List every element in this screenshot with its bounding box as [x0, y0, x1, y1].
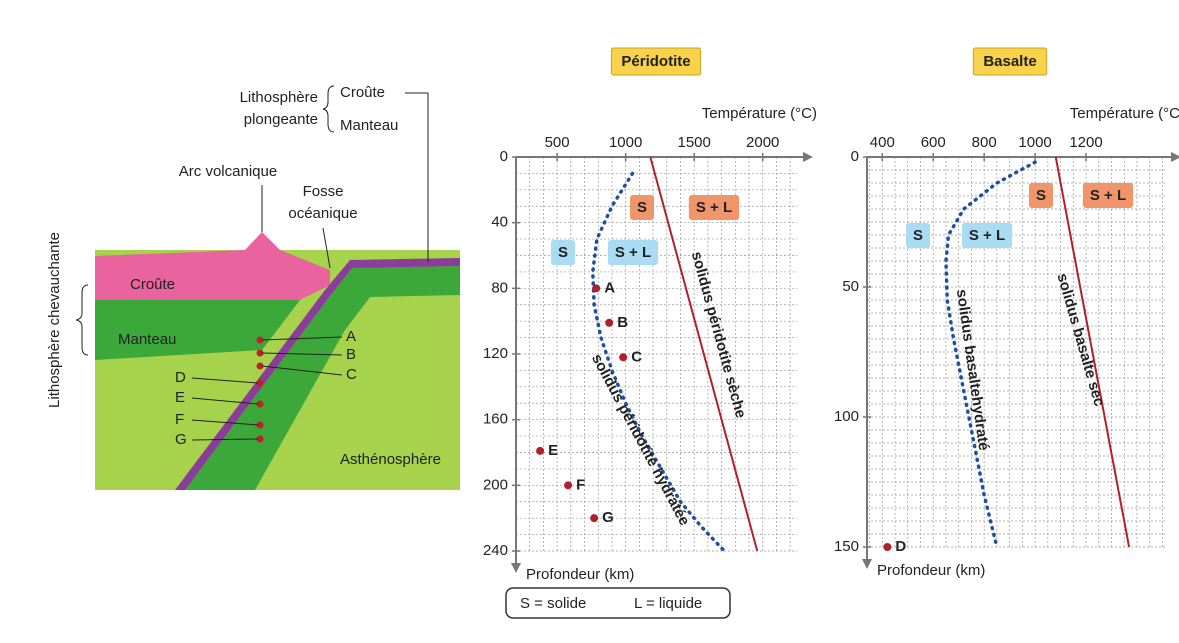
data-point — [883, 543, 891, 551]
data-point — [605, 319, 613, 327]
point-label: G — [602, 509, 614, 526]
data-point — [619, 353, 627, 361]
point-label: F — [175, 411, 184, 428]
diagram-label: Arc volcanique — [179, 163, 277, 180]
x-tick-label: 400 — [870, 134, 895, 151]
layer-label: Croûte — [130, 276, 175, 293]
y-tick-label: 150 — [834, 538, 859, 555]
diagram-label: Lithosphère chevauchante — [46, 232, 63, 408]
x-tick-label: 1000 — [1018, 134, 1051, 151]
point-label: A — [604, 279, 615, 296]
y-tick-label: 100 — [834, 408, 859, 425]
region-label: S + L — [1090, 187, 1126, 204]
y-tick-label: 200 — [483, 476, 508, 493]
diagram-label: océanique — [288, 205, 357, 222]
diagram-label: Lithosphère — [240, 89, 318, 106]
layer-label: Asthénosphère — [340, 451, 441, 468]
y-tick-label: 240 — [483, 542, 508, 559]
data-point — [564, 481, 572, 489]
x-tick-label: 1500 — [678, 134, 711, 151]
key-text: L = liquide — [634, 595, 702, 612]
x-tick-label: 1200 — [1069, 134, 1102, 151]
chart-title: Basalte — [983, 53, 1036, 70]
point-label: D — [175, 369, 186, 386]
figure: Croûte Manteau Asthénosphère A B C D E F… — [0, 0, 1179, 643]
point-label: C — [631, 348, 642, 365]
point-label: E — [548, 442, 558, 459]
point-label: B — [617, 314, 628, 331]
point-label: E — [175, 389, 185, 406]
point-label: B — [346, 346, 356, 363]
region-label: S — [558, 244, 568, 261]
layer-label: Manteau — [118, 331, 176, 348]
y-tick-label: 40 — [491, 214, 508, 231]
y-tick-label: 80 — [491, 279, 508, 296]
point-label: C — [346, 366, 357, 383]
y-tick-label: 160 — [483, 411, 508, 428]
point-label: D — [895, 538, 906, 555]
point-label: A — [346, 328, 356, 345]
y-tick-label: 0 — [500, 148, 508, 165]
diagram-label: plongeante — [244, 111, 318, 128]
region-label: S + L — [615, 244, 651, 261]
y-tick-label: 0 — [851, 148, 859, 165]
region-label: S + L — [696, 199, 732, 216]
region-label: S — [637, 199, 647, 216]
diagram-label: Manteau — [340, 117, 398, 134]
x-tick-label: 1000 — [609, 134, 642, 151]
diagram-label: Fosse — [303, 183, 344, 200]
x-axis-label: Température (°C) — [1070, 105, 1179, 122]
x-tick-label: 2000 — [746, 134, 779, 151]
data-point — [590, 514, 598, 522]
x-tick-label: 600 — [921, 134, 946, 151]
region-label: S — [1036, 187, 1046, 204]
data-point — [536, 447, 544, 455]
region-label: S + L — [969, 227, 1005, 244]
region-label: S — [913, 227, 923, 244]
y-axis-label: Profondeur (km) — [877, 562, 985, 579]
x-tick-label: 500 — [545, 134, 570, 151]
diagram-label: Croûte — [340, 84, 385, 101]
y-tick-label: 50 — [842, 278, 859, 295]
x-axis-label: Température (°C) — [702, 105, 817, 122]
x-tick-label: 800 — [972, 134, 997, 151]
data-point — [592, 284, 600, 292]
point-label: F — [576, 476, 585, 493]
y-axis-label: Profondeur (km) — [526, 566, 634, 583]
point-label: G — [175, 431, 187, 448]
chart-title: Péridotite — [621, 53, 690, 70]
key-text: S = solide — [520, 595, 586, 612]
y-tick-label: 120 — [483, 345, 508, 362]
